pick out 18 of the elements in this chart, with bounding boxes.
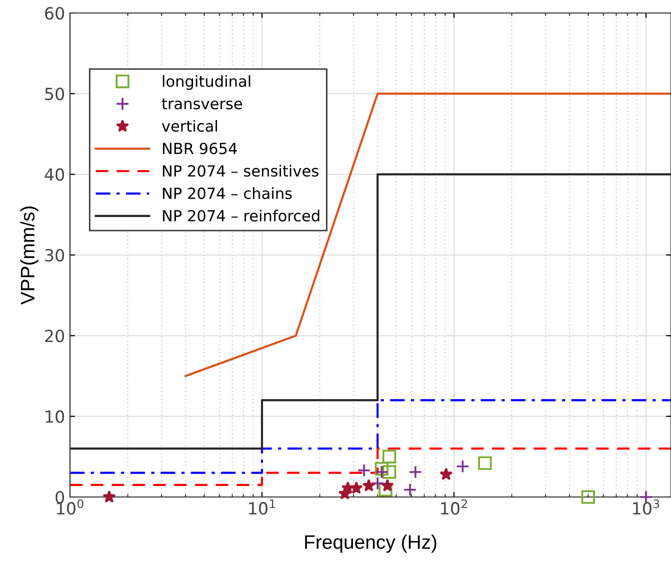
y-tick-label: 10 <box>46 410 64 423</box>
legend-label: NP 2074 – sensitives <box>162 164 318 177</box>
y-tick-label: 20 <box>45 330 64 342</box>
x-tick-label: 10$^{3}$ <box>633 499 660 515</box>
legend-label: NP 2074 – reinforced <box>162 210 320 222</box>
x-axis-title: Frequency (Hz) <box>305 534 436 553</box>
y-tick-label: 50 <box>45 88 64 100</box>
legend-label: vertical <box>162 120 217 132</box>
y-axis-title: VPP(mm/s) <box>20 206 38 305</box>
legend-label: longitudinal <box>162 75 250 90</box>
legend-label: NP 2074 – chains <box>162 187 292 200</box>
y-tick-label: 60 <box>45 6 64 20</box>
y-tick-label: 30 <box>45 248 64 262</box>
x-tick-label: 10$^{1}$ <box>249 500 276 515</box>
legend-label: transverse <box>162 98 242 110</box>
x-tick-label: 10$^{2}$ <box>441 499 467 515</box>
legend-label: NBR 9654 <box>162 142 237 154</box>
y-tick-label: 40 <box>44 168 64 181</box>
